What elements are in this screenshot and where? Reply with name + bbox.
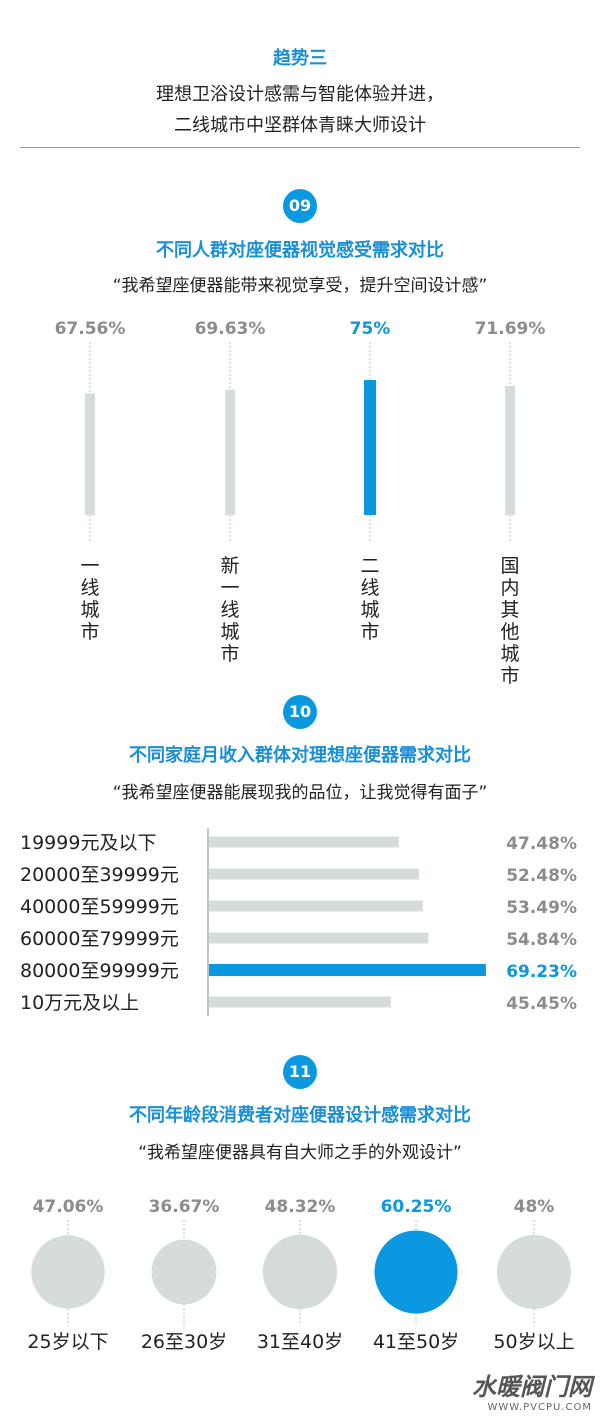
category-label-09-3-5: 市 bbox=[500, 665, 519, 687]
category-label-09-0-3: 市 bbox=[80, 621, 99, 643]
category-label-09-1-3: 城 bbox=[220, 621, 239, 643]
category-label-10-4: 80000至99999元 bbox=[20, 960, 179, 982]
value-label-10-0: 47.48% bbox=[506, 834, 577, 854]
bubble-11-1 bbox=[151, 1239, 217, 1305]
category-label-09-2-3: 市 bbox=[360, 621, 379, 643]
value-label-09-3: 71.69% bbox=[475, 319, 546, 339]
category-label-10-1: 20000至39999元 bbox=[20, 864, 179, 886]
category-label-11-2: 31至40岁 bbox=[257, 1331, 343, 1353]
value-label-09-0: 67.56% bbox=[55, 319, 126, 339]
value-label-11-1: 36.67% bbox=[149, 1197, 220, 1217]
value-label-09-2: 75% bbox=[350, 319, 391, 339]
category-label-09-3-2: 其 bbox=[500, 599, 519, 621]
section-10-badge: 10 bbox=[283, 695, 317, 729]
value-label-09-1: 69.63% bbox=[195, 319, 266, 339]
value-label-10-4: 69.23% bbox=[506, 962, 577, 982]
category-label-10-0: 19999元及以下 bbox=[20, 832, 156, 854]
bar-10-4 bbox=[209, 964, 486, 976]
section-10-title: 不同家庭月收入群体对理想座便器需求对比 bbox=[129, 745, 471, 766]
category-label-10-3: 60000至79999元 bbox=[20, 928, 179, 950]
category-label-09-1-2: 线 bbox=[220, 599, 239, 621]
value-label-11-2: 48.32% bbox=[265, 1197, 336, 1217]
category-label-09-2-1: 线 bbox=[360, 577, 379, 599]
category-label-09-0-0: 一 bbox=[80, 555, 99, 577]
bar-09-0 bbox=[85, 393, 95, 515]
header-divider bbox=[20, 147, 580, 148]
trend-title: 趋势三 bbox=[273, 48, 327, 69]
category-label-11-0: 25岁以下 bbox=[27, 1331, 108, 1353]
value-label-11-4: 48% bbox=[514, 1197, 555, 1217]
bar-09-3 bbox=[505, 385, 515, 515]
category-label-09-1-1: 一 bbox=[220, 577, 239, 599]
category-label-09-1-0: 新 bbox=[220, 555, 239, 577]
watermark-logo: 水暖阀门网 bbox=[472, 1373, 592, 1401]
section-11-title: 不同年龄段消费者对座便器设计感需求对比 bbox=[129, 1105, 471, 1126]
category-label-09-1-4: 市 bbox=[220, 643, 239, 665]
value-label-10-5: 45.45% bbox=[506, 994, 577, 1014]
trend-subtitle-line1: 理想卫浴设计感需与智能体验并进， bbox=[156, 84, 444, 105]
value-label-10-1: 52.48% bbox=[506, 866, 577, 886]
watermark-url: WWW.PVCPU.COM bbox=[487, 1402, 592, 1413]
bar-10-1 bbox=[209, 868, 419, 880]
watermark: 水暖阀门网 WWW.PVCPU.COM bbox=[412, 1367, 592, 1413]
section-11-quote: “我希望座便器具有自大师之手的外观设计” bbox=[138, 1143, 462, 1163]
bar-09-1 bbox=[225, 389, 235, 515]
section-09-quote: “我希望座便器能带来视觉享受，提升空间设计感” bbox=[112, 276, 488, 296]
trend-subtitle-line2: 二线城市中坚群体青睐大师设计 bbox=[174, 115, 426, 136]
category-label-11-3: 41至50岁 bbox=[373, 1331, 459, 1353]
bar-10-3 bbox=[209, 932, 429, 944]
category-label-09-0-2: 城 bbox=[80, 599, 99, 621]
category-label-09-3-3: 他 bbox=[500, 621, 519, 643]
category-label-09-2-2: 城 bbox=[360, 599, 379, 621]
bar-10-0 bbox=[209, 836, 399, 848]
section-09-title: 不同人群对座便器视觉感受需求对比 bbox=[156, 240, 444, 261]
category-label-11-1: 26至30岁 bbox=[141, 1331, 227, 1353]
bar-10-2 bbox=[209, 900, 423, 912]
chart-10: 19999元及以下 47.48% 20000至39999元 52.48% 40000至5… bbox=[20, 828, 577, 1016]
bar-09-2 bbox=[364, 380, 376, 515]
bubble-11-2 bbox=[262, 1234, 338, 1310]
value-label-11-3: 60.25% bbox=[381, 1197, 452, 1217]
value-label-10-2: 53.49% bbox=[506, 898, 577, 918]
section-10-quote: “我希望座便器能展现我的品位，让我觉得有面子” bbox=[112, 783, 488, 803]
category-label-10-2: 40000至59999元 bbox=[20, 896, 179, 918]
value-label-10-3: 54.84% bbox=[506, 930, 577, 950]
bar-10-5 bbox=[209, 996, 391, 1008]
section-11-badge: 11 bbox=[283, 1055, 317, 1089]
value-label-11-0: 47.06% bbox=[33, 1197, 104, 1217]
category-label-11-4: 50岁以上 bbox=[493, 1331, 574, 1353]
category-label-09-3-1: 内 bbox=[500, 577, 519, 599]
bubble-11-4 bbox=[496, 1234, 572, 1310]
category-label-09-3-0: 国 bbox=[500, 555, 519, 577]
category-label-09-0-1: 线 bbox=[80, 577, 99, 599]
bubble-11-3 bbox=[374, 1230, 458, 1314]
category-label-09-3-4: 城 bbox=[500, 643, 519, 665]
section-09-badge: 09 bbox=[283, 189, 317, 223]
bubble-11-0 bbox=[31, 1235, 105, 1309]
category-label-10-5: 10万元及以上 bbox=[20, 992, 139, 1014]
chart-11: 47.06% 25岁以下 36.67% 26至30岁 48.32% 31至40岁 60.25… bbox=[27, 1197, 574, 1353]
category-label-09-2-0: 二 bbox=[360, 555, 379, 577]
